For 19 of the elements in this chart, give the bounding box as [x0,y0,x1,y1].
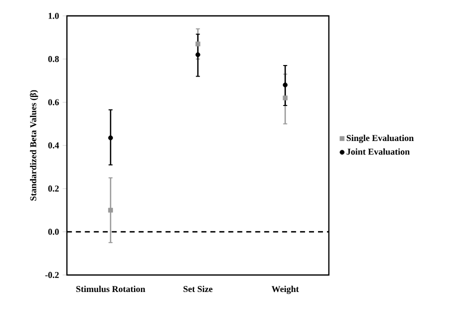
x-tick-label: Weight [272,286,299,294]
y-tick-label: 0.6 [48,99,59,106]
legend-label: Single Evaluation [346,134,414,143]
point [108,135,113,140]
point [195,52,200,58]
y-axis-title: Standardized Beta Values (β) [30,90,38,201]
point [195,42,200,46]
y-tick-label: 0.2 [48,186,59,192]
x-tick-label: Set Size [184,286,212,292]
y-tick-label: 1.0 [48,12,59,19]
point [282,82,288,88]
legend-label: Joint Evaluation [346,148,410,155]
y-tick-label: 0.4 [48,142,59,148]
x-tick-label: Stimulus Rotation [76,286,146,292]
y-tick-label: 0.8 [48,56,59,62]
y-tick-label: 0.0 [48,228,59,235]
y-tick-label: -0.2 [45,272,59,278]
point [108,208,113,213]
point [282,95,288,100]
